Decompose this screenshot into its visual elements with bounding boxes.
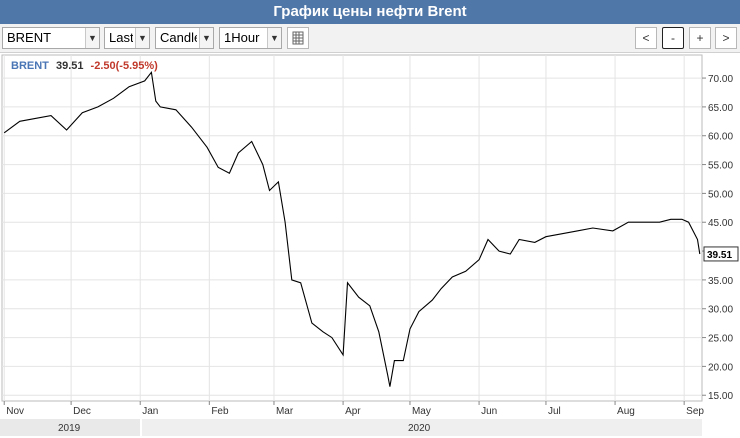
y-tick-label: 30.00 xyxy=(708,305,733,316)
data-table-button[interactable] xyxy=(287,27,309,49)
y-tick-label: 45.00 xyxy=(708,218,733,229)
chart-area[interactable]: 15.0020.0025.0030.0035.0040.0045.0050.00… xyxy=(0,53,740,438)
y-tick-label: 60.00 xyxy=(708,132,733,143)
plot-border xyxy=(1,54,703,402)
year-band-2019 xyxy=(0,419,140,436)
x-tick-label: Feb xyxy=(211,406,229,417)
price-series-line xyxy=(3,70,701,387)
year-label-2019: 2019 xyxy=(58,423,81,434)
symbol-select-value: BRENT xyxy=(7,30,52,45)
year-label-2020: 2020 xyxy=(408,423,431,434)
x-tick-label: Sep xyxy=(686,406,704,417)
last-price-marker xyxy=(703,246,739,262)
chevron-down-icon: ▼ xyxy=(267,28,281,48)
year-band-2020 xyxy=(142,419,702,436)
scroll-right-button[interactable]: > xyxy=(715,27,737,49)
x-tick-label: Mar xyxy=(276,406,294,417)
legend-symbol: BRENT xyxy=(11,60,49,72)
table-icon xyxy=(292,31,304,45)
scroll-left-button[interactable]: < xyxy=(635,27,657,49)
y-tick-label: 70.00 xyxy=(708,74,733,85)
x-tick-label: Aug xyxy=(617,406,635,417)
x-tick-label: Dec xyxy=(73,406,91,417)
y-tick-label: 25.00 xyxy=(708,334,733,345)
y-tick-label: 65.00 xyxy=(708,103,733,114)
chart-title: График цены нефти Brent xyxy=(0,0,740,24)
y-tick-label: 20.00 xyxy=(708,362,733,373)
legend-change: -2.50(-5.95%) xyxy=(91,60,159,72)
chevron-down-icon: ▼ xyxy=(135,28,149,48)
x-tick-label: May xyxy=(412,406,431,417)
interval-select[interactable]: 1Hour ▼ xyxy=(219,27,282,49)
y-tick-label: 50.00 xyxy=(708,189,733,200)
last-price-label: 39.51 xyxy=(707,250,732,261)
price-chart[interactable]: 15.0020.0025.0030.0035.0040.0045.0050.00… xyxy=(0,53,740,438)
chevron-down-icon: ▼ xyxy=(85,28,99,48)
zoom-out-button[interactable]: - xyxy=(662,27,684,49)
toolbar: BRENT ▼ Last ▼ Candle ▼ 1Hour ▼ < - + > xyxy=(0,24,740,53)
x-tick-label: Nov xyxy=(6,406,24,417)
price-type-select-value: Last xyxy=(109,30,133,45)
legend-last-price: 39.51 xyxy=(56,60,84,72)
chart-background xyxy=(0,53,740,438)
x-tick-label: Jul xyxy=(548,406,561,417)
chevron-down-icon: ▼ xyxy=(199,28,213,48)
price-type-select[interactable]: Last ▼ xyxy=(104,27,150,49)
chart-style-select[interactable]: Candle ▼ xyxy=(155,27,214,49)
x-tick-label: Jun xyxy=(481,406,497,417)
y-tick-label: 35.00 xyxy=(708,276,733,287)
zoom-in-button[interactable]: + xyxy=(689,27,711,49)
symbol-select[interactable]: BRENT ▼ xyxy=(2,27,100,49)
y-tick-label: 55.00 xyxy=(708,161,733,172)
x-tick-label: Jan xyxy=(142,406,158,417)
chart-legend: BRENT 39.51 -2.50(-5.95%) xyxy=(11,60,158,72)
svg-text:BRENT 39.51 -2: BRENT 39.51 -2.50(-5.95%) xyxy=(11,60,158,72)
interval-select-value: 1Hour xyxy=(224,30,260,45)
x-tick-label: Apr xyxy=(345,406,361,417)
chart-style-select-value: Candle xyxy=(160,30,197,45)
y-tick-label: 15.00 xyxy=(708,391,733,402)
